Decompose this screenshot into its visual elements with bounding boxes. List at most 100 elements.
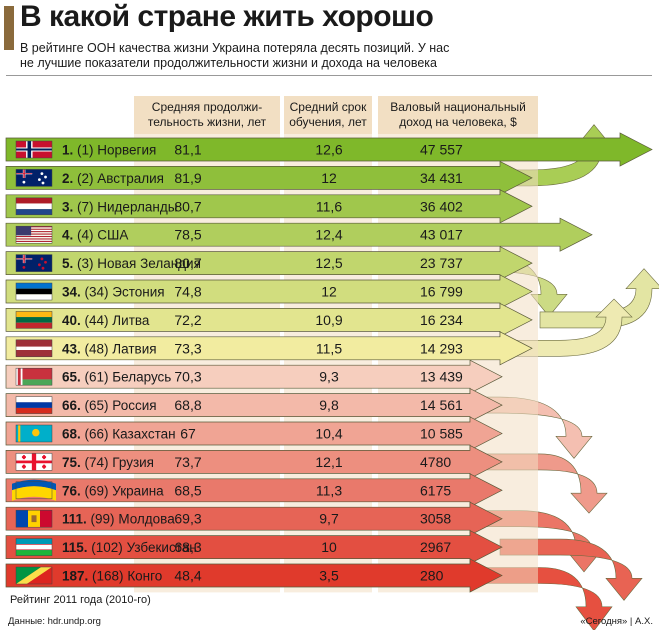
uzbekistan-flag-icon xyxy=(15,538,53,556)
cell-school: 3,5 xyxy=(319,568,339,584)
cell-school: 12,6 xyxy=(315,142,342,158)
cell-income: 14 561 xyxy=(420,397,463,413)
row-label: 2. (2) Австралия xyxy=(62,171,164,186)
row-label: 187. (168) Конго xyxy=(62,569,162,584)
row-label: 3. (7) Нидерланды xyxy=(62,199,177,214)
cell-income: 36 402 xyxy=(420,198,463,214)
estonia-flag-icon xyxy=(15,282,53,301)
row-label: 5. (3) Новая Зеландия xyxy=(62,256,201,271)
cell-income: 3058 xyxy=(420,511,451,527)
row-arrow xyxy=(5,473,503,508)
cell-school: 9,7 xyxy=(319,511,339,527)
table-row: 1. (1) Норвегия 81,1 12,6 47 557 xyxy=(5,132,653,167)
row-label: 66. (65) Россия xyxy=(62,398,157,413)
cell-school: 11,6 xyxy=(316,198,342,214)
table-row: 68. (66) Казахстан 67 10,4 10 585 xyxy=(5,416,503,451)
cell-income: 6175 xyxy=(420,482,451,498)
row-arrow xyxy=(5,302,533,337)
header-divider xyxy=(6,75,652,76)
row-arrow xyxy=(5,388,503,423)
cell-school: 12 xyxy=(321,170,337,186)
table-row: 40. (44) Литва 72,2 10,9 16 234 xyxy=(5,302,533,337)
row-label: 40. (44) Литва xyxy=(62,313,150,328)
norway-flag-icon xyxy=(15,140,53,159)
column-header-school-text: Средний срок обучения, лет xyxy=(289,100,367,129)
cell-income: 34 431 xyxy=(420,170,463,186)
table-row: 2. (2) Австралия 81,9 12 34 431 xyxy=(5,160,533,195)
new-zealand-flag-icon xyxy=(15,254,53,272)
table-row: 75. (74) Грузия 73,7 12,1 4780 xyxy=(5,444,503,479)
congo-flag-icon xyxy=(15,566,53,585)
row-arrow xyxy=(5,558,503,593)
row-arrow xyxy=(5,160,533,195)
cell-school: 12,4 xyxy=(315,227,342,243)
row-arrow xyxy=(5,246,533,281)
cell-school: 11,5 xyxy=(316,340,342,356)
latvia-flag-icon xyxy=(15,339,53,358)
cell-life: 70,3 xyxy=(174,369,201,385)
cell-life: 78,5 xyxy=(174,227,201,243)
cell-life: 73,3 xyxy=(174,340,201,356)
cell-school: 11,3 xyxy=(316,482,342,498)
row-arrow xyxy=(5,416,503,451)
cell-income: 280 xyxy=(420,568,444,584)
row-arrow xyxy=(5,359,503,394)
cell-income: 13 439 xyxy=(420,369,463,385)
column-header-school: Средний срок обучения, лет xyxy=(284,96,372,134)
row-label: 1. (1) Норвегия xyxy=(62,143,156,158)
cell-life: 69,3 xyxy=(174,511,201,527)
page-title: В какой стране жить хорошо xyxy=(20,0,434,33)
table-row: 65. (61) Беларусь 70,3 9,3 13 439 xyxy=(5,359,503,394)
cell-life: 68,8 xyxy=(174,397,201,413)
row-arrow xyxy=(5,132,653,167)
rank-note: Рейтинг 2011 года (2010-го) xyxy=(10,594,151,606)
netherlands-flag-icon xyxy=(15,197,53,216)
row-label: 115. (102) Узбекистан xyxy=(62,540,197,555)
cell-life: 68,3 xyxy=(174,539,201,555)
cell-income: 4780 xyxy=(420,454,451,470)
cell-school: 12,1 xyxy=(315,454,342,470)
row-arrow xyxy=(5,530,503,565)
lithuania-flag-icon xyxy=(15,311,53,329)
belarus-flag-icon xyxy=(15,367,53,386)
row-label: 111. (99) Молдова xyxy=(62,512,175,527)
column-header-income: Валовый национальный доход на человека, … xyxy=(378,96,538,134)
row-label: 76. (69) Украина xyxy=(62,483,164,498)
table-row: 4. (4) США 78,5 12,4 43 017 xyxy=(5,217,593,252)
table-row: 187. (168) Конго 48,4 3,5 280 xyxy=(5,558,503,593)
table-row: 34. (34) Эстония 74,8 12 16 799 xyxy=(5,274,533,309)
table-row: 43. (48) Латвия 73,3 11,5 14 293 xyxy=(5,331,533,366)
cell-life: 80,7 xyxy=(174,255,201,271)
row-arrow xyxy=(5,444,503,479)
row-layer: 1. (1) Норвегия 81,1 12,6 47 557 2. (2) Авст… xyxy=(5,132,653,593)
usa-flag-icon xyxy=(15,225,53,244)
cell-school: 9,8 xyxy=(319,397,339,413)
row-label: 68. (66) Казахстан xyxy=(62,427,176,442)
column-header-life-text: Средняя продолжи-тельность жизни, лет xyxy=(147,100,267,129)
row-label: 65. (61) Беларусь xyxy=(62,370,171,385)
cell-income: 2967 xyxy=(420,539,451,555)
row-label: 4. (4) США xyxy=(62,228,128,243)
cell-school: 12 xyxy=(321,284,337,300)
cell-life: 68,5 xyxy=(174,482,201,498)
cell-income: 43 017 xyxy=(420,227,463,243)
cell-life: 72,2 xyxy=(174,312,201,328)
cell-life: 81,1 xyxy=(174,142,201,158)
cell-income: 10 585 xyxy=(420,426,463,442)
row-arrow xyxy=(5,501,503,536)
cell-school: 10,9 xyxy=(315,312,342,328)
cell-school: 10 xyxy=(321,539,337,555)
cell-school: 12,5 xyxy=(315,255,342,271)
georgia-flag-icon xyxy=(15,453,53,471)
row-arrow xyxy=(5,274,533,309)
russia-flag-icon xyxy=(15,396,53,414)
column-header-income-text: Валовый национальный доход на человека, … xyxy=(390,100,526,129)
cell-income: 16 799 xyxy=(420,284,463,300)
row-label: 75. (74) Грузия xyxy=(62,455,154,470)
title-accent-bar xyxy=(4,6,14,50)
column-header-life: Средняя продолжи-тельность жизни, лет xyxy=(134,96,280,134)
cell-income: 47 557 xyxy=(420,142,463,158)
cell-life: 80,7 xyxy=(174,198,201,214)
cell-school: 10,4 xyxy=(315,426,342,442)
